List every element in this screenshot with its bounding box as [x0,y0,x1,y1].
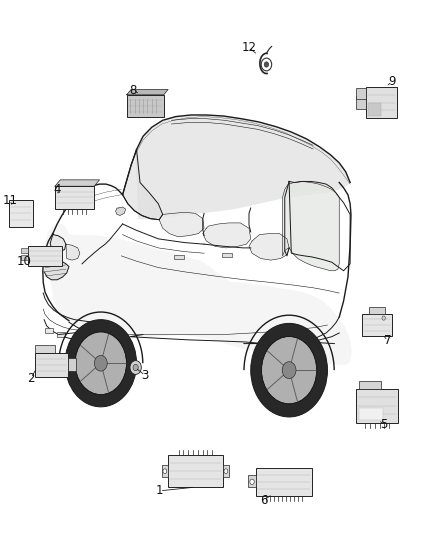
Polygon shape [159,212,204,237]
Bar [255,468,312,496]
Polygon shape [55,180,99,186]
Bar [369,308,385,314]
Text: 1: 1 [156,484,163,497]
Circle shape [264,62,268,67]
Polygon shape [44,251,69,280]
Bar [357,389,398,423]
Circle shape [224,469,228,473]
Polygon shape [249,233,289,260]
Bar [35,353,68,377]
Text: 10: 10 [17,255,32,268]
Bar [359,381,381,389]
Circle shape [94,356,107,371]
Text: 7: 7 [384,334,392,348]
Bar [173,255,184,259]
Bar [9,200,33,227]
Circle shape [75,332,127,394]
Bar [28,246,63,266]
Bar [68,359,76,371]
Circle shape [250,479,254,484]
Bar [366,87,397,118]
Polygon shape [203,223,251,248]
Bar [248,475,256,487]
Bar [362,314,392,336]
Bar [162,465,168,477]
Bar [222,253,233,257]
Bar [35,345,55,353]
Bar [356,96,366,109]
Text: 4: 4 [53,183,61,196]
Text: 9: 9 [388,75,396,88]
Circle shape [133,365,138,370]
Text: 12: 12 [241,41,257,54]
Bar [21,248,28,253]
Bar [356,88,366,99]
Bar [368,103,381,116]
Bar [359,408,384,421]
Circle shape [261,336,317,404]
Bar [127,95,164,117]
Circle shape [130,361,141,374]
Text: 6: 6 [260,494,268,507]
Text: 5: 5 [381,418,388,431]
Circle shape [282,362,296,378]
Bar [55,186,94,208]
Circle shape [382,316,385,320]
Circle shape [65,320,137,407]
Circle shape [251,324,328,417]
Text: 3: 3 [141,369,149,382]
Polygon shape [116,207,126,215]
Bar [21,255,28,260]
Polygon shape [50,235,66,252]
Polygon shape [45,224,351,365]
Polygon shape [123,150,162,220]
Bar [57,332,65,337]
Polygon shape [137,115,350,219]
Text: 11: 11 [3,193,18,207]
Bar [223,465,229,477]
Polygon shape [127,90,168,95]
Bar [45,328,53,334]
Polygon shape [66,244,80,260]
Circle shape [163,469,167,473]
Bar [168,455,223,487]
Polygon shape [283,181,339,271]
Text: 2: 2 [27,372,35,385]
Text: 8: 8 [129,84,137,96]
